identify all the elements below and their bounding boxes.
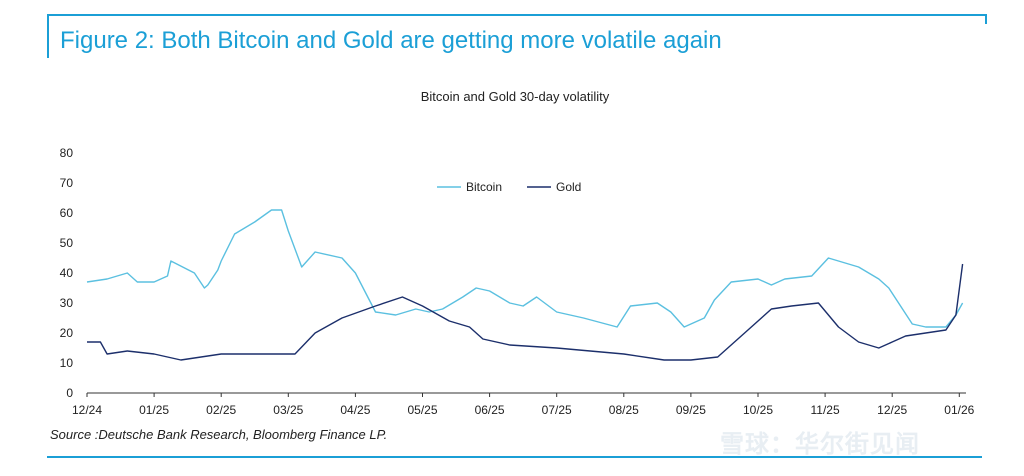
y-tick-label: 10 [60,356,74,370]
x-tick-label: 07/25 [542,403,572,417]
x-tick-label: 10/25 [743,403,773,417]
figure-title: Figure 2: Both Bitcoin and Gold are gett… [60,27,722,54]
y-tick-label: 70 [60,176,74,190]
x-tick-label: 01/25 [139,403,169,417]
x-tick-label: 02/25 [206,403,236,417]
y-tick-label: 60 [60,206,74,220]
right-frame-line [985,14,987,24]
x-tick-label: 04/25 [340,403,370,417]
series-line-gold [87,263,964,361]
source-note: Source :Deutsche Bank Research, Bloomber… [50,427,388,442]
x-tick-label: 06/25 [475,403,505,417]
x-tick-label: 05/25 [407,403,437,417]
x-tick-label: 12/25 [877,403,907,417]
y-tick-label: 50 [60,236,74,250]
watermark-text: 雪球：华尔街见闻 [720,431,920,458]
legend-label-bitcoin: Bitcoin [466,180,502,194]
y-tick-label: 20 [60,326,74,340]
x-tick-label: 11/25 [811,403,840,417]
chart-axes: 0 10 20 30 40 50 60 70 80 12/24 01/25 02/25 03/25 04/… [60,146,975,417]
x-tick-label: 08/25 [609,403,639,417]
series-line-bitcoin [86,209,964,328]
y-tick-label: 80 [60,146,74,160]
top-frame-line [47,14,987,16]
chart-title: Bitcoin and Gold 30-day volatility [421,89,610,104]
chart-legend: Bitcoin Gold [437,180,581,194]
x-tick-label: 03/25 [273,403,303,417]
x-tick-label: 09/25 [676,403,706,417]
y-tick-label: 40 [60,266,74,280]
y-tick-label: 0 [66,386,73,400]
bottom-frame-line [47,456,982,458]
left-frame-line [47,14,49,58]
x-tick-label: 01/26 [944,403,974,417]
x-tick-label: 12/24 [72,403,102,417]
legend-label-gold: Gold [556,180,581,194]
y-tick-label: 30 [60,296,74,310]
chart-lines [86,209,964,361]
